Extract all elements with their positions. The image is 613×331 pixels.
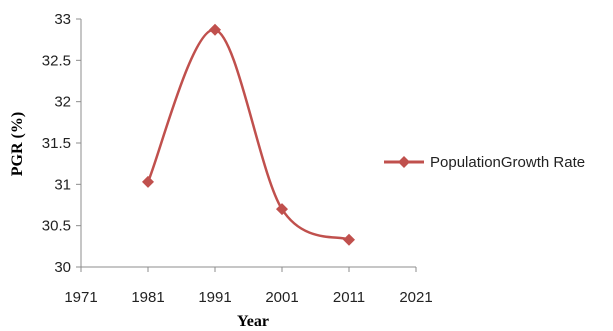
data-point-marker — [142, 175, 154, 188]
y-tick-label: 32 — [54, 94, 71, 111]
data-point-marker — [343, 233, 355, 246]
x-tick-label: 1991 — [198, 289, 231, 306]
x-tick-label: 1971 — [64, 289, 97, 306]
y-tick-label: 31.5 — [42, 135, 71, 152]
x-tick-label: 2021 — [399, 289, 432, 306]
x-axis-label: Year — [237, 313, 269, 330]
plot-area — [142, 23, 355, 246]
y-axis-ticks: 30 30.5 31 31.5 32 32.5 33 — [42, 11, 81, 276]
legend-marker-swatch — [398, 156, 410, 168]
y-tick-label: 30 — [54, 259, 71, 276]
y-tick-label: 30.5 — [42, 218, 71, 235]
x-tick-label: 2001 — [265, 289, 298, 306]
y-tick-label: 32.5 — [42, 52, 71, 69]
data-point-marker — [209, 23, 221, 36]
x-tick-label: 2011 — [333, 289, 365, 306]
data-point-marker — [276, 203, 288, 216]
y-tick-label: 33 — [54, 11, 71, 28]
legend-label: PopulationGrowth Rate — [430, 154, 585, 171]
x-tick-label: 1981 — [131, 289, 164, 306]
y-tick-label: 31 — [54, 176, 71, 193]
legend: PopulationGrowth Rate — [384, 154, 585, 171]
x-axis-ticks: 1971 1981 1991 2001 2011 2021 — [64, 267, 433, 306]
series-line — [146, 28, 350, 241]
y-axis-label: PGR (%) — [9, 112, 26, 176]
